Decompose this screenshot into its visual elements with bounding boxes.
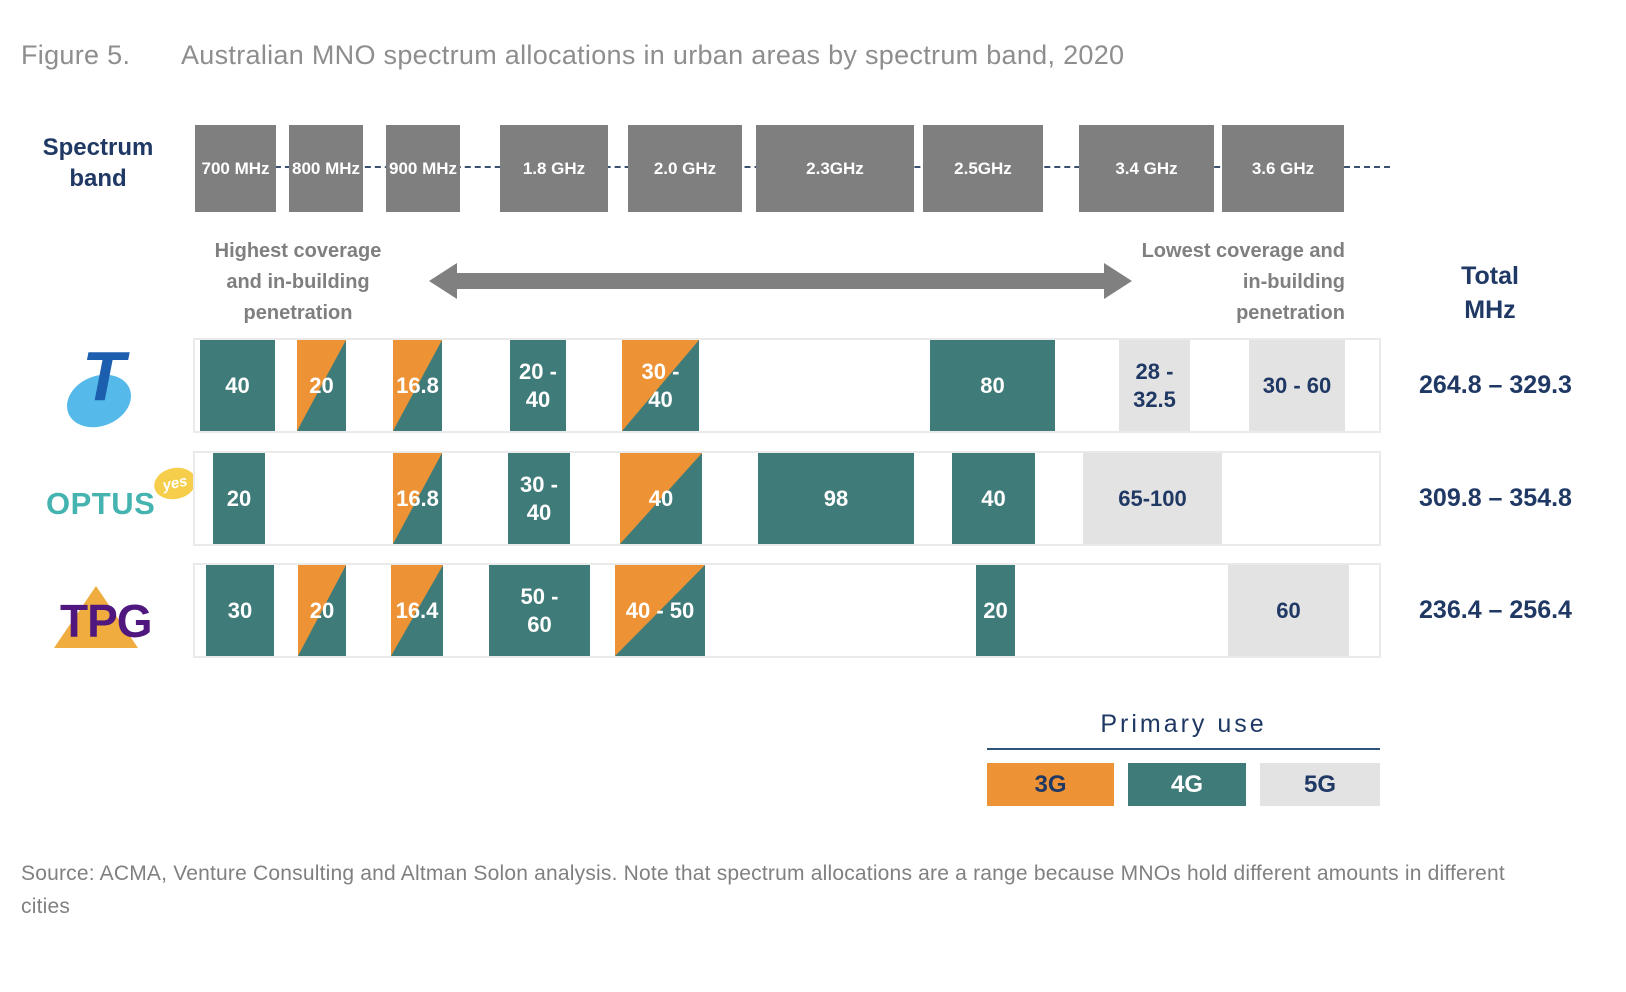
telstra-2-0ghz-allocation: 30 - 40 (622, 340, 699, 431)
band-box-2-3ghz: 2.3GHz (756, 125, 914, 212)
arrow-shaft (453, 273, 1108, 289)
optus-2-0ghz-allocation: 40 (620, 453, 702, 544)
band-box-700mhz: 700 MHz (195, 125, 276, 212)
band-box-900mhz: 900 MHz (386, 125, 460, 212)
optus-3-4ghz-allocation: 65-100 (1083, 453, 1222, 544)
optus-1-8ghz-allocation: 30 - 40 (508, 453, 570, 544)
telstra-3-4ghz-allocation: 28 - 32.5 (1119, 340, 1190, 431)
figure-caption: Australian MNO spectrum allocations in u… (181, 40, 1125, 70)
legend-item-3g: 3G (987, 763, 1114, 806)
telstra-900mhz-allocation: 16.8 (393, 340, 442, 431)
legend-item-5g: 5G (1260, 763, 1380, 806)
telstra-700mhz-allocation: 40 (200, 340, 275, 431)
tpg-1-8ghz-allocation: 50 - 60 (489, 565, 590, 656)
telstra-800mhz-allocation: 20 (297, 340, 346, 431)
optus-900mhz-allocation: 16.8 (393, 453, 442, 544)
tpg-700mhz-allocation: 30 (206, 565, 274, 656)
legend: Primary use 3G 4G 5G (987, 710, 1380, 806)
coverage-double-arrow (429, 263, 1132, 299)
telstra-3-6ghz-allocation: 30 - 60 (1249, 340, 1345, 431)
tpg-900mhz-allocation: 16.4 (391, 565, 443, 656)
tpg-allocation-row: 30 20 16.4 50 - 60 40 - 50 20 60 (193, 563, 1381, 658)
optus-2-5ghz-allocation: 40 (952, 453, 1035, 544)
optus-allocation-row: 20 16.8 30 - 40 40 98 40 65-100 (193, 451, 1381, 546)
telstra-2-5ghz-allocation: 80 (930, 340, 1055, 431)
optus-2-3ghz-allocation: 98 (758, 453, 914, 544)
band-box-3-6ghz: 3.6 GHz (1222, 125, 1344, 212)
tpg-total-mhz: 236.4 – 256.4 (1419, 596, 1572, 624)
total-mhz-header: Total MHz (1461, 262, 1519, 324)
legend-item-4g: 4G (1128, 763, 1246, 806)
optus-wordmark: OPTUS (46, 486, 156, 521)
band-box-2-5ghz: 2.5GHz (923, 125, 1043, 212)
lowest-coverage-annotation: Lowest coverage and in-building penetrat… (1141, 240, 1345, 324)
telstra-total-mhz: 264.8 – 329.3 (1419, 371, 1572, 399)
figure-number: Figure 5. (21, 40, 131, 70)
tpg-logo: TPG (54, 582, 184, 654)
telstra-allocation-row: 40 20 16.8 20 - 40 30 - 40 80 28 - 32.5 … (193, 338, 1381, 433)
legend-title: Primary use (1100, 710, 1267, 738)
telstra-logo: T (59, 337, 180, 439)
optus-total-mhz: 309.8 – 354.8 (1419, 484, 1572, 512)
optus-yes-badge-icon: yes (151, 463, 199, 504)
arrow-right-head-icon (1104, 263, 1132, 299)
tpg-2-0ghz-allocation: 40 - 50 (615, 565, 705, 656)
optus-logo: OPTUS yes (46, 463, 199, 524)
tpg-2-5ghz-allocation: 20 (976, 565, 1015, 656)
band-box-1-8ghz: 1.8 GHz (500, 125, 608, 212)
legend-divider (987, 748, 1380, 750)
tpg-triangle-icon (54, 586, 138, 648)
band-box-800mhz: 800 MHz (289, 125, 363, 212)
highest-coverage-annotation: Highest coverage and in-building penetra… (214, 240, 382, 324)
spectrum-band-axis-label: Spectrum band (42, 134, 154, 193)
telstra-t-letter: T (82, 337, 125, 415)
band-box-2-0ghz: 2.0 GHz (628, 125, 742, 212)
telstra-1-8ghz-allocation: 20 - 40 (510, 340, 566, 431)
arrow-left-head-icon (429, 263, 457, 299)
tpg-wordmark: TPG (60, 595, 153, 647)
band-box-3-4ghz: 3.4 GHz (1079, 125, 1214, 212)
figure-title: Figure 5. Australian MNO spectrum allocat… (21, 40, 1124, 71)
source-note: Source: ACMA, Venture Consulting and Alt… (21, 862, 1505, 918)
optus-700mhz-allocation: 20 (213, 453, 265, 544)
tpg-800mhz-allocation: 20 (298, 565, 346, 656)
tpg-3-6ghz-allocation: 60 (1228, 565, 1349, 656)
